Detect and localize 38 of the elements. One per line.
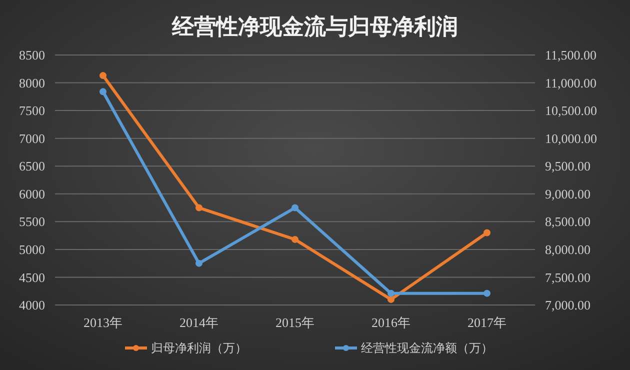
y-tick-label: 6000 [19, 186, 45, 202]
point [292, 204, 298, 212]
y2-tick-label: 11,000.00 [545, 75, 597, 90]
point [388, 290, 394, 297]
legend-label: 经营性现金流净额（万） [361, 341, 493, 356]
y-tick-label: 4500 [19, 270, 45, 285]
y-tick-label: 8500 [19, 48, 45, 63]
y2-tick-label: 10,000.00 [545, 130, 597, 146]
y-tick-label: 7500 [19, 103, 45, 118]
legend-label: 归母净利润（万） [151, 341, 247, 356]
y2-tick-label: 9,000.00 [545, 186, 590, 202]
y-tick-label: 5500 [19, 214, 45, 230]
x-tick-label: 2017年 [468, 315, 506, 330]
y2-tick-label: 9,500.00 [545, 158, 590, 174]
point [196, 204, 202, 212]
point [484, 290, 490, 297]
point [388, 296, 394, 303]
y-tick-label: 5000 [19, 242, 45, 257]
point [292, 236, 298, 243]
y2-tick-label: 11,500.00 [545, 48, 597, 63]
point [100, 88, 106, 96]
x-tick-label: 2016年 [372, 315, 410, 330]
x-tick-label: 2015年 [276, 315, 314, 330]
y-tick-label: 7000 [19, 130, 45, 146]
point [100, 72, 106, 80]
x-tick-label: 2013年 [84, 315, 122, 330]
point [484, 229, 490, 236]
y-tick-label: 8000 [19, 75, 45, 90]
y2-tick-label: 7,000.00 [545, 298, 590, 313]
point [196, 260, 202, 267]
y-tick-label: 6500 [19, 158, 45, 174]
y2-tick-label: 7,500.00 [545, 270, 590, 285]
y-tick-label: 4000 [19, 298, 45, 313]
chart-title: 经营性净现金流与归母净利润 [171, 14, 458, 40]
y2-tick-label: 10,500.00 [545, 103, 597, 118]
y2-tick-label: 8,500.00 [545, 214, 590, 230]
x-tick-label: 2014年 [180, 315, 218, 330]
y2-tick-label: 8,000.00 [545, 242, 590, 257]
